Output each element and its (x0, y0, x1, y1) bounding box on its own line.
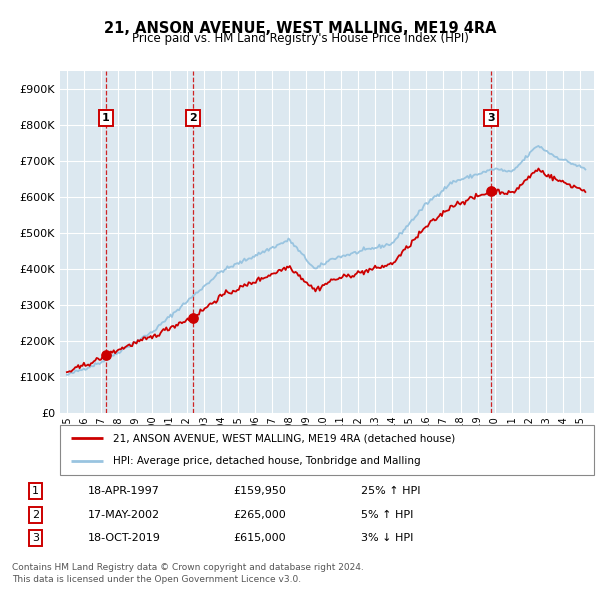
Text: 5% ↑ HPI: 5% ↑ HPI (361, 510, 413, 520)
Point (101, 350, 111, 360)
Text: 1: 1 (32, 486, 39, 496)
FancyBboxPatch shape (60, 425, 594, 475)
Text: 21, ANSON AVENUE, WEST MALLING, ME19 4RA (detached house): 21, ANSON AVENUE, WEST MALLING, ME19 4RA… (113, 433, 455, 443)
Text: 18-OCT-2019: 18-OCT-2019 (88, 533, 161, 543)
Text: 1: 1 (102, 113, 110, 123)
Point (188, 313, 198, 322)
Text: 17-MAY-2002: 17-MAY-2002 (88, 510, 160, 520)
Text: Price paid vs. HM Land Registry's House Price Index (HPI): Price paid vs. HM Land Registry's House … (131, 32, 469, 45)
Text: 2: 2 (189, 113, 197, 123)
Text: £265,000: £265,000 (233, 510, 286, 520)
Text: 3% ↓ HPI: 3% ↓ HPI (361, 533, 413, 543)
Text: This data is licensed under the Open Government Licence v3.0.: This data is licensed under the Open Gov… (12, 575, 301, 584)
Text: 21, ANSON AVENUE, WEST MALLING, ME19 4RA: 21, ANSON AVENUE, WEST MALLING, ME19 4RA (104, 21, 496, 35)
Text: £159,950: £159,950 (233, 486, 286, 496)
Point (487, 187, 496, 196)
Text: 3: 3 (32, 533, 39, 543)
Text: 25% ↑ HPI: 25% ↑ HPI (361, 486, 421, 496)
Text: £615,000: £615,000 (233, 533, 286, 543)
Text: 18-APR-1997: 18-APR-1997 (88, 486, 160, 496)
Text: 2: 2 (32, 510, 39, 520)
Text: HPI: Average price, detached house, Tonbridge and Malling: HPI: Average price, detached house, Tonb… (113, 457, 421, 467)
Text: 3: 3 (487, 113, 495, 123)
Text: Contains HM Land Registry data © Crown copyright and database right 2024.: Contains HM Land Registry data © Crown c… (12, 563, 364, 572)
